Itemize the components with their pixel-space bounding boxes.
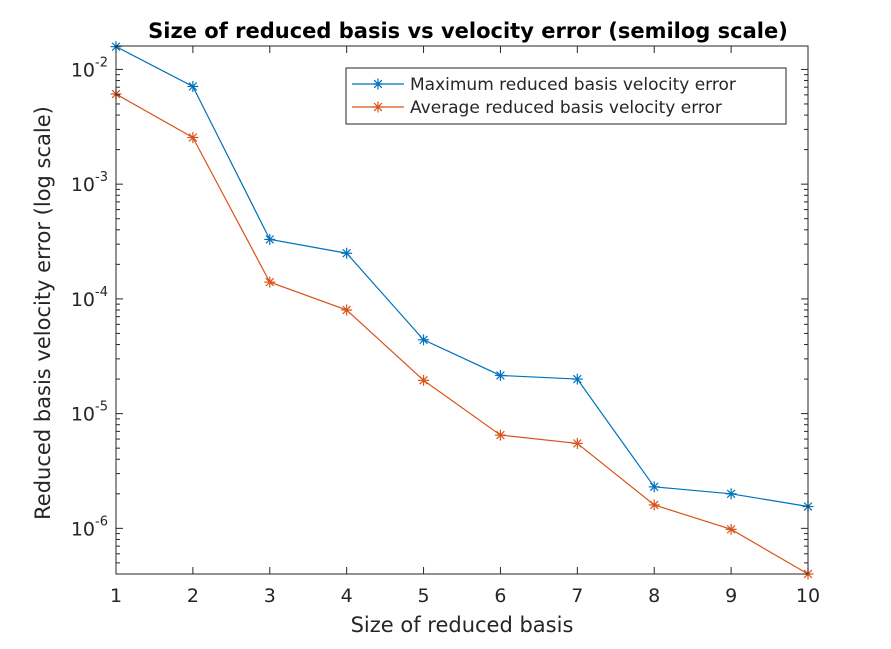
legend-label: Maximum reduced basis velocity error [410,75,736,95]
x-tick-label: 3 [264,585,276,607]
x-tick-label: 9 [725,585,737,607]
chart-title: Size of reduced basis vs velocity error … [148,19,788,43]
y-tick-base: 10 [71,174,95,196]
data-point-marker [494,369,506,381]
y-tick-exponent: -2 [95,55,108,70]
data-point-marker [648,481,660,493]
y-tick-label: 10-3 [71,170,108,196]
x-tick-label: 4 [341,585,353,607]
data-point-marker [418,374,430,386]
series-maximum-error [110,41,814,513]
y-tick-base: 10 [71,404,95,426]
x-tick-label: 2 [187,585,199,607]
y-tick-label: 10-6 [71,514,108,540]
y-tick-base: 10 [71,289,95,311]
legend: Maximum reduced basis velocity error Aver… [345,67,787,125]
series-layer [110,41,814,580]
series-line [115,93,809,575]
y-tick-exponent: -4 [95,285,108,300]
data-point-marker [341,304,353,316]
data-point-marker [648,499,660,511]
x-tick-label: 6 [494,585,506,607]
y-tick-exponent: -3 [95,170,108,185]
data-point-marker [418,334,430,346]
data-point-marker [264,233,276,245]
y-tick-label: 10-2 [71,55,108,81]
y-tick-exponent: -5 [95,400,108,415]
x-axis-label: Size of reduced basis [351,613,574,637]
y-tick-label: 10-5 [71,400,108,426]
legend-item: Maximum reduced basis velocity error [352,75,736,95]
legend-marker [372,78,384,90]
legend-items: Maximum reduced basis velocity error Aver… [352,75,736,118]
plot-area [116,46,808,574]
data-point-marker [341,247,353,259]
data-point-marker [725,488,737,500]
x-tick-label: 10 [796,585,820,607]
legend-marker [372,101,384,113]
data-point-marker [187,80,199,92]
y-tick-base: 10 [71,59,95,81]
y-tick-exponent: -6 [95,514,108,529]
series-line [115,46,809,508]
y-tick-label: 10-4 [71,285,108,311]
data-point-marker [571,373,583,385]
y-axis-label: Reduced basis velocity error (log scale) [31,106,55,520]
data-point-marker [187,132,199,144]
data-point-marker [494,429,506,441]
x-tick-label: 1 [110,585,122,607]
data-point-marker [571,437,583,449]
data-point-marker [264,276,276,288]
legend-label: Average reduced basis velocity error [410,98,722,118]
x-tick-label: 7 [571,585,583,607]
x-tick-label: 5 [418,585,430,607]
legend-item: Average reduced basis velocity error [352,98,722,118]
y-tick-base: 10 [71,518,95,540]
data-point-marker [725,523,737,535]
x-tick-label: 8 [648,585,660,607]
legend-box [345,67,787,125]
